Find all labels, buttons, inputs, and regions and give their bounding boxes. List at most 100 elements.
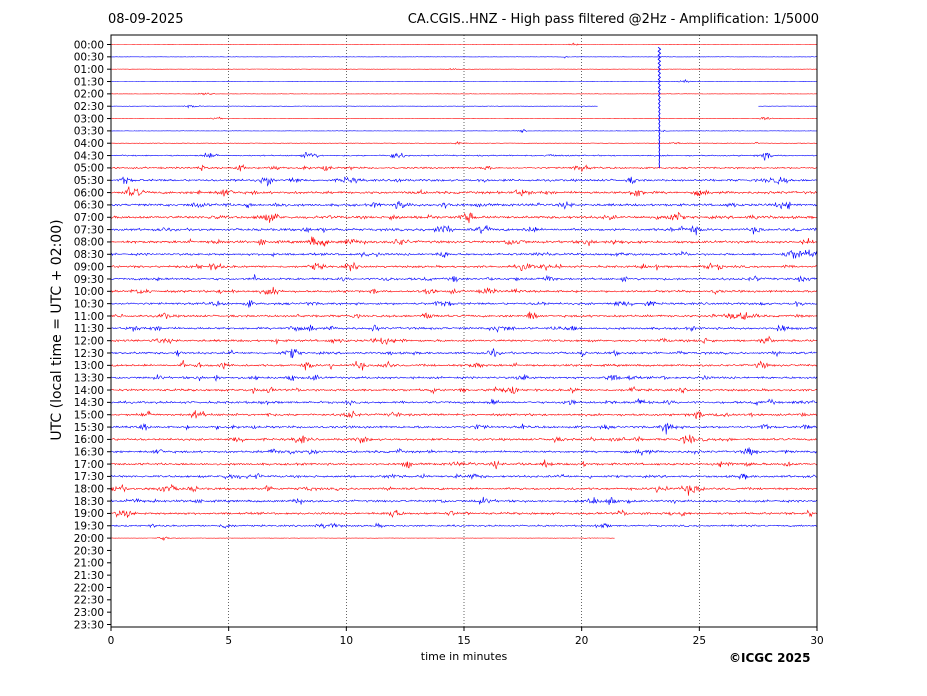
row-label: 19:30 [74,521,104,533]
row-label: 01:30 [74,76,104,88]
trace-row [110,347,817,359]
row-label: 05:30 [74,175,104,187]
trace-row [111,116,818,121]
trace-row [110,68,818,71]
trace-row [110,152,818,161]
row-label: 06:00 [74,187,104,199]
trace-row [110,335,818,346]
row-label: 00:00 [74,39,104,51]
trace-row [110,211,818,224]
x-tick-label-10: 10 [340,635,353,647]
x-tick-label-5: 5 [225,635,232,647]
row-label: 23:00 [74,607,104,619]
trace-row [110,236,818,247]
row-label: 19:00 [74,508,104,520]
trace-row [110,459,818,470]
date-title: 08-09-2025 [108,12,184,27]
row-label: 08:00 [74,237,104,249]
row-label: 04:00 [74,138,104,150]
row-label: 06:30 [74,200,104,212]
trace-row [110,225,818,236]
trace-row [110,496,818,505]
x-tick-label-30: 30 [810,635,823,647]
row-label: 03:30 [74,126,104,138]
row-label: 10:30 [74,298,104,310]
chart-title: CA.CGIS..HNZ - High pass filtered @2Hz -… [407,12,819,27]
trace-row [110,483,818,496]
copyright-text: ©ICGC 2025 [729,651,811,665]
row-label: 14:30 [74,397,104,409]
event-spike [657,46,662,168]
trace-row [110,128,817,134]
row-label: 11:00 [74,311,104,323]
trace-row [110,472,818,480]
trace-row [110,410,818,419]
row-label: 10:00 [74,286,104,298]
trace-row [110,200,818,210]
trace-row [111,78,817,83]
row-label: 11:30 [74,323,104,335]
row-label: 07:00 [74,212,104,224]
trace-row [110,140,818,145]
row-label: 03:00 [74,113,104,125]
row-label: 09:00 [74,261,104,273]
row-label: 04:30 [74,150,104,162]
trace-row [111,434,818,445]
x-tick-label-15: 15 [457,635,470,647]
row-label: 16:30 [74,447,104,459]
row-label: 00:30 [74,52,104,64]
trace-row [110,398,818,407]
trace-row [110,186,818,197]
row-label: 16:00 [74,434,104,446]
trace-row [111,536,615,541]
row-label: 21:30 [74,570,104,582]
row-label: 22:30 [74,595,104,607]
row-label: 08:30 [74,249,104,261]
row-label: 13:00 [74,360,104,372]
row-label: 15:30 [74,422,104,434]
trace-row [110,42,818,46]
trace-row [111,286,818,295]
x-ticks: 0 5 10 15 20 25 30 [108,627,824,647]
row-label: 18:30 [74,496,104,508]
x-axis-label: time in minutes [420,650,508,663]
row-label: 01:00 [74,64,104,76]
traces [110,42,818,541]
row-label: 20:30 [74,545,104,557]
row-label: 17:30 [74,471,104,483]
trace-row [110,509,818,518]
trace-row [110,55,818,59]
trace-row [110,299,818,308]
trace-row [110,311,818,320]
row-label: 20:00 [74,533,104,545]
row-label: 23:30 [74,619,104,631]
trace-row [110,522,818,529]
trace-row [110,104,818,109]
row-label: 05:00 [74,163,104,175]
trace-row [110,359,818,371]
trace-row [110,261,818,272]
trace-row [110,447,818,456]
trace-row [110,176,817,187]
row-label: 17:00 [74,459,104,471]
row-label: 12:00 [74,335,104,347]
row-label: 18:00 [74,484,104,496]
trace-row [110,422,818,435]
y-ticks: 00:0000:3001:0001:3002:0002:3003:0003:30… [74,39,111,631]
row-label: 02:30 [74,101,104,113]
row-label: 09:30 [74,274,104,286]
row-label: 12:30 [74,348,104,360]
trace-row [110,274,818,283]
row-label: 02:00 [74,89,104,101]
trace-row [111,92,817,96]
large-event [657,46,662,168]
trace-row [110,386,818,395]
x-tick-label-25: 25 [693,635,706,647]
row-label: 14:00 [74,385,104,397]
row-label: 22:00 [74,582,104,594]
row-label: 15:00 [74,410,104,422]
row-label: 21:00 [74,558,104,570]
x-tick-label-0: 0 [108,635,115,647]
row-label: 13:30 [74,372,104,384]
